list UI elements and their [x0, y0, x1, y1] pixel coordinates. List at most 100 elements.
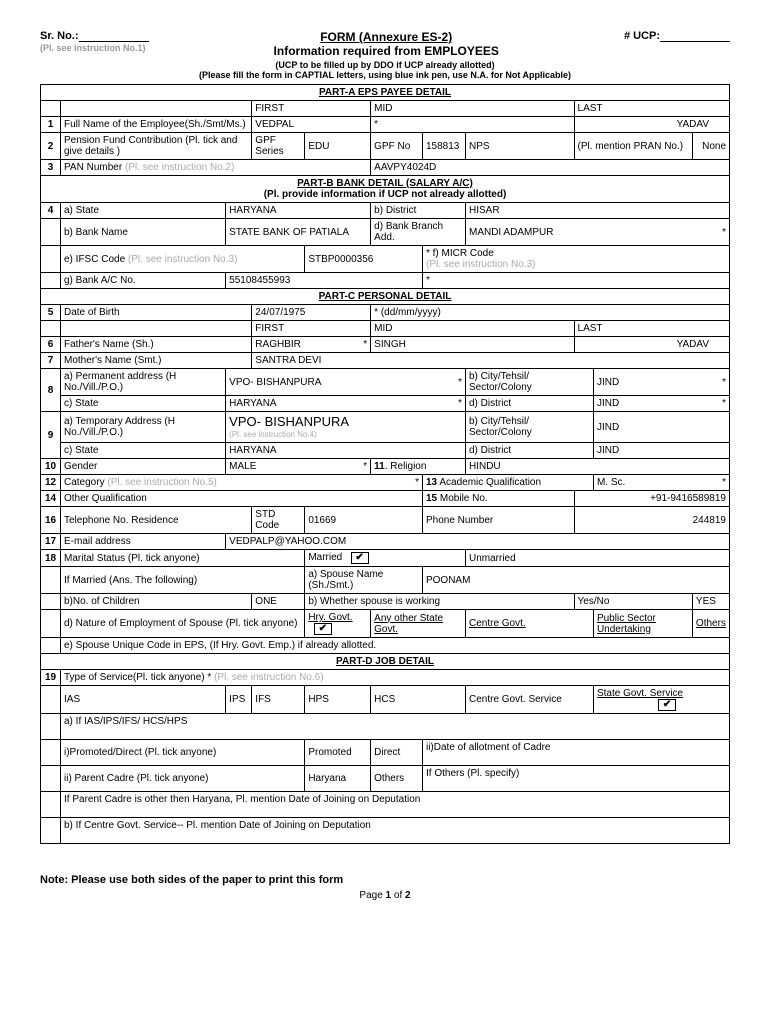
mob-lbl-cell: 15 Mobile No.	[422, 491, 574, 507]
pran-lbl: (Pl. mention PRAN No.)	[574, 133, 692, 160]
centre-svc-lbl: Centre Govt. Service	[465, 686, 593, 714]
state-svc-lbl: State Govt. Service	[597, 688, 683, 699]
state-lbl: a) State	[61, 203, 226, 219]
promoted-lbl: Promoted	[305, 740, 371, 766]
unmarried-lbl: Unmarried	[465, 550, 729, 567]
children-lbl: b)No. of Children	[61, 594, 252, 610]
yesno-lbl: Yes/No	[574, 594, 692, 610]
acc-val: 55108455993	[226, 273, 423, 289]
bank-val: STATE BANK OF PATIALA	[226, 219, 371, 246]
aq-val: M. Sc. *	[593, 475, 729, 491]
aq-star: *	[722, 477, 726, 488]
sr-no-blank	[79, 31, 149, 42]
part-d-title: PART-D JOB DETAIL	[41, 654, 730, 670]
father-mid: SINGH	[371, 337, 574, 353]
branch-val: MANDI ADAMPUR*	[465, 219, 729, 246]
row-7-num: 7	[41, 353, 61, 369]
perm-city-lbl: b) City/Tehsil/ Sector/Colony	[465, 369, 593, 396]
aq-lbl: Academic Qualification	[437, 477, 541, 488]
phone-val: 244819	[574, 507, 729, 534]
religion-lbl: 11. Religion	[371, 459, 466, 475]
footer-note: Note: Please use both sides of the paper…	[40, 874, 730, 886]
cat-instr: (Pl. see instruction No.5)	[107, 477, 217, 488]
parent-cadre-lbl: ii) Parent Cadre (Pl. tick anyone)	[61, 766, 305, 792]
last-lbl: LAST	[574, 101, 729, 117]
form-subtitle: Information required from EMPLOYEES	[149, 44, 624, 58]
married-lbl: Married	[308, 552, 342, 563]
married-checkbox[interactable]: ✔	[351, 552, 369, 564]
ifsc-val: STBP0000356	[305, 246, 423, 273]
micr-lbl: * f) MICR Code	[426, 248, 494, 259]
title-block: FORM (Annexure ES-2) Information require…	[149, 30, 624, 58]
hry-cell: Hry. Govt. ✔	[305, 610, 371, 638]
gender-star: *	[363, 461, 367, 472]
sr-no-block: Sr. No.: (Pl. see instruction No.1)	[40, 30, 149, 54]
row-12-num: 12	[41, 475, 61, 491]
c-mid-lbl: MID	[371, 321, 574, 337]
fill-instr: (Please fill the form in CAPTIAL letters…	[40, 70, 730, 80]
perm-city: JIND*	[593, 369, 729, 396]
mother-val: SANTRA DEVI	[252, 353, 730, 369]
nps-lbl: NPS	[465, 133, 574, 160]
mob-num: 15	[426, 493, 437, 504]
a-lbl: a) If IAS/IPS/IFS/ HCS/HPS	[61, 714, 730, 740]
email-lbl: E-mail address	[61, 534, 226, 550]
dob-lbl: Date of Birth	[61, 305, 252, 321]
sr-no-label: Sr. No.:	[40, 30, 79, 42]
ucp-label: # UCP:	[624, 30, 660, 42]
haryana-lbl: Haryana	[305, 766, 371, 792]
temp-city-lbl: b) City/Tehsil/ Sector/Colony	[465, 412, 593, 443]
mob-lbl: Mobile No.	[437, 493, 488, 504]
perm-dist: JIND*	[593, 396, 729, 412]
bank-lbl: b) Bank Name	[61, 219, 226, 246]
promoted-direct-lbl: i)Promoted/Direct (Pl. tick anyone)	[61, 740, 305, 766]
row-9-num: 9	[41, 412, 61, 459]
part-a-title: PART-A EPS PAYEE DETAIL	[41, 85, 730, 101]
ucp-instr: (UCP to be filled up by DDO if UCP alrea…	[40, 60, 730, 70]
micr-cell: * f) MICR Code(Pl. see instruction No.3)	[422, 246, 729, 273]
branch-text: MANDI ADAMPUR	[469, 227, 553, 238]
gpf-no: 158813	[422, 133, 465, 160]
ifsc-lbl-cell: e) IFSC Code (Pl. see instruction No.3)	[61, 246, 305, 273]
married-cell: Married ✔	[305, 550, 466, 567]
type-instr: (Pl. see instruction No.6)	[214, 672, 324, 683]
ifs-lbl: IFS	[252, 686, 305, 714]
acc-star: *	[422, 273, 729, 289]
perm-dist-lbl: d) District	[465, 396, 593, 412]
first-lbl: FIRST	[252, 101, 371, 117]
aq-txt: M. Sc.	[597, 477, 625, 488]
district-val: HISAR	[465, 203, 729, 219]
father-lbl: Father's Name (Sh.)	[61, 337, 252, 353]
ucp-blank	[660, 31, 730, 42]
std-val: 01669	[305, 507, 423, 534]
direct-lbl: Direct	[371, 740, 423, 766]
row-6-num: 6	[41, 337, 61, 353]
dob-fmt: * (dd/mm/yyyy)	[371, 305, 730, 321]
others-lbl: Others	[692, 610, 729, 638]
part-b-head: PART-B BANK DETAIL (SALARY A/C) (Pl. pro…	[41, 176, 730, 203]
children-val: ONE	[252, 594, 305, 610]
mob-val: +91-9416589819	[574, 491, 729, 507]
hry-checkbox[interactable]: ✔	[314, 623, 332, 635]
std-lbl: STD Code	[252, 507, 305, 534]
father-first: RAGHBIR*	[252, 337, 371, 353]
perm-dist-txt: JIND	[597, 398, 619, 409]
part-b-sub: (Pl. provide information if UCP not alre…	[44, 189, 726, 200]
dob-val: 24/07/1975	[252, 305, 371, 321]
aq-lbl-cell: 13 Academic Qualification	[422, 475, 593, 491]
row-19-num: 19	[41, 670, 61, 686]
father-last: YADAV	[574, 337, 729, 353]
state-svc-checkbox[interactable]: ✔	[658, 699, 676, 711]
gpf-series: EDU	[305, 133, 371, 160]
header-row: Sr. No.: (Pl. see instruction No.1) FORM…	[40, 30, 730, 58]
state-val: HARYANA	[226, 203, 371, 219]
row-1-last: YADAV	[574, 117, 729, 133]
temp-state-lbl: c) State	[61, 443, 226, 459]
none-val: None	[692, 133, 729, 160]
mid-lbl: MID	[371, 101, 574, 117]
perm-city-star: *	[722, 377, 726, 388]
acc-lbl: g) Bank A/C No.	[61, 273, 226, 289]
row-16-num: 16	[41, 507, 61, 534]
instr-1: (Pl. see instruction No.1)	[40, 43, 146, 53]
rel-lbl-txt: . Religion	[385, 461, 427, 472]
